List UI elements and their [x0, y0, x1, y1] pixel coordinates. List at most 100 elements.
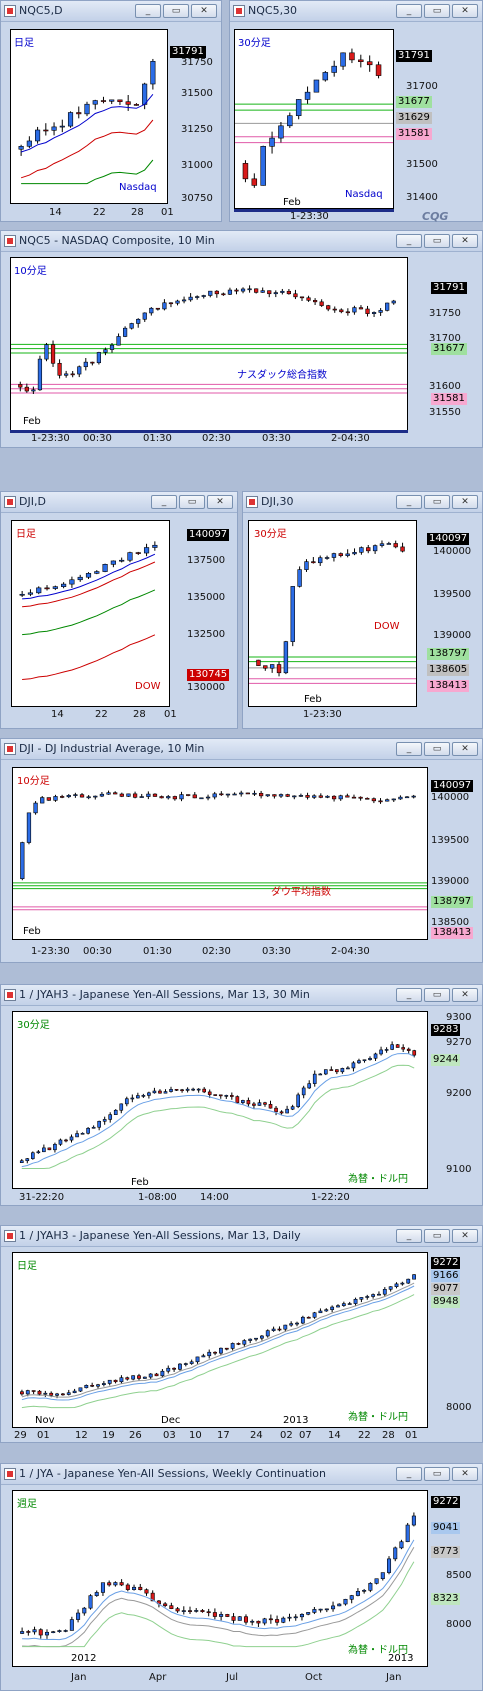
minimize-button[interactable]: _: [151, 495, 177, 509]
candle-up: [324, 557, 330, 559]
chart-window-dji-10min[interactable]: DJI - DJ Industrial Average, 10 Min _ ▭ …: [0, 738, 483, 963]
close-button[interactable]: ✕: [191, 4, 217, 18]
minimize-button[interactable]: _: [396, 1229, 422, 1243]
title-bar[interactable]: 1 / JYA - Japanese Yen-All Sessions, Wee…: [1, 1464, 482, 1485]
minimize-button[interactable]: _: [135, 4, 161, 18]
chart-plot[interactable]: 日足 Nasdaq: [10, 29, 168, 204]
y-tick: 140000: [431, 792, 470, 803]
y-tick: 135000: [187, 592, 226, 603]
candle-up: [385, 799, 390, 802]
restore-button[interactable]: ▭: [163, 4, 189, 18]
x-tick: 17: [217, 1430, 230, 1441]
candle-up: [18, 145, 24, 150]
restore-button[interactable]: ▭: [424, 4, 450, 18]
x-tick: 24: [250, 1430, 263, 1441]
close-button[interactable]: ✕: [452, 4, 478, 18]
minimize-button[interactable]: _: [396, 1467, 422, 1481]
candle-up: [103, 349, 108, 353]
minimize-button[interactable]: _: [396, 742, 422, 756]
candle-down: [168, 302, 174, 305]
chart-window-nqc5-10min[interactable]: NQC5 - NASDAQ Composite, 10 Min _ ▭ ✕ 10…: [0, 230, 483, 448]
candle-up: [248, 1338, 253, 1341]
chart-window-nqc5-30min[interactable]: NQC5,30 _ ▭ ✕ 30分足 Nasdaq Feb 31791 3167…: [229, 0, 483, 223]
candle-down: [371, 798, 377, 802]
restore-button[interactable]: ▭: [424, 234, 450, 248]
candle-up: [393, 1547, 398, 1560]
candle-up: [388, 1286, 393, 1290]
candle-up: [51, 1631, 56, 1633]
title-bar[interactable]: DJI,D _ ▭ ✕: [1, 492, 237, 513]
chart-plot[interactable]: 日足 DOW: [11, 520, 170, 707]
candle-up: [269, 137, 275, 147]
minimize-button[interactable]: _: [396, 234, 422, 248]
candle-down: [26, 1631, 31, 1633]
minimize-button[interactable]: _: [396, 988, 422, 1002]
candle-up: [100, 1582, 105, 1593]
chart-plot[interactable]: 30分足 DOW Feb: [248, 520, 417, 707]
candle-down: [335, 1069, 339, 1073]
chart-plot[interactable]: 30分足 為替・ドル円 Feb: [12, 1011, 428, 1189]
candle-down: [76, 112, 82, 115]
chart-window-jyah3-daily[interactable]: 1 / JYAH3 - Japanese Yen-All Sessions, M…: [0, 1225, 483, 1443]
title-bar[interactable]: 1 / JYAH3 - Japanese Yen-All Sessions, M…: [1, 985, 482, 1006]
chart-plot[interactable]: 10分足 ナスダック総合指数 Feb: [10, 257, 408, 432]
chart-window-dji-daily[interactable]: DJI,D _ ▭ ✕ 日足 DOW 140097 130745 137500 …: [0, 491, 238, 729]
chart-window-dji-30min[interactable]: DJI,30 _ ▭ ✕ 30分足 DOW Feb 140097 138797 …: [242, 491, 483, 729]
title-bar[interactable]: DJI,30 _ ▭ ✕: [243, 492, 482, 513]
candle-down: [213, 1351, 217, 1354]
close-button[interactable]: ✕: [452, 1229, 478, 1243]
candle-up: [290, 1106, 295, 1110]
candle-up: [278, 125, 284, 139]
minimize-button[interactable]: _: [396, 4, 422, 18]
chart-window-jya-weekly[interactable]: 1 / JYA - Japanese Yen-All Sessions, Wee…: [0, 1463, 483, 1691]
title-bar[interactable]: NQC5,D _ ▭ ✕: [1, 1, 221, 22]
restore-button[interactable]: ▭: [424, 495, 450, 509]
price-tag: 138605: [427, 664, 470, 676]
chart-plot[interactable]: 10分足 ダウ平均指数 Feb: [12, 767, 428, 940]
close-button[interactable]: ✕: [452, 495, 478, 509]
restore-button[interactable]: ▭: [424, 1229, 450, 1243]
restore-button[interactable]: ▭: [424, 988, 450, 1002]
candle-up: [259, 1335, 264, 1339]
chart-window-jyah3-30min[interactable]: 1 / JYAH3 - Japanese Yen-All Sessions, M…: [0, 984, 483, 1206]
candle-up: [20, 1631, 25, 1634]
restore-button[interactable]: ▭: [424, 742, 450, 756]
candle-down: [174, 1089, 179, 1091]
x-tick: Feb: [304, 694, 322, 705]
close-button[interactable]: ✕: [452, 234, 478, 248]
title-bar[interactable]: NQC5,30 _ ▭ ✕: [230, 1, 482, 22]
restore-button[interactable]: ▭: [179, 495, 205, 509]
candle-up: [181, 1610, 186, 1612]
chart-window-nqc5-daily[interactable]: NQC5,D _ ▭ ✕ 日足 Nasdaq 31791 31750 31500…: [0, 0, 222, 222]
candle-up: [84, 103, 90, 115]
candle-up: [278, 794, 284, 797]
session-bar: [234, 209, 394, 212]
app-icon: [233, 5, 245, 17]
title-bar[interactable]: DJI - DJ Industrial Average, 10 Min _ ▭ …: [1, 739, 482, 760]
close-button[interactable]: ✕: [452, 1467, 478, 1481]
x-tick: 28: [382, 1430, 395, 1441]
chart-plot[interactable]: 日足 為替・ドル円 Nov Dec 2013: [12, 1252, 428, 1428]
candle-up: [379, 1049, 383, 1055]
price-tag: 138797: [431, 896, 474, 908]
candle-down: [274, 1107, 278, 1113]
restore-button[interactable]: ▭: [424, 1467, 450, 1481]
candle-up: [362, 1590, 367, 1592]
chart-plot[interactable]: 30分足 Nasdaq Feb: [234, 29, 394, 209]
candle-up: [378, 310, 383, 313]
session-bar: [10, 430, 408, 433]
candle-down: [275, 1619, 280, 1623]
minimize-button[interactable]: _: [396, 495, 422, 509]
x-tick: 22: [93, 207, 106, 218]
candle-up: [110, 560, 116, 565]
close-button[interactable]: ✕: [207, 495, 233, 509]
candle-down: [365, 797, 370, 800]
cqg-logo: CQG: [422, 210, 449, 223]
candle-up: [185, 1088, 190, 1091]
title-bar[interactable]: NQC5 - NASDAQ Composite, 10 Min _ ▭ ✕: [1, 231, 482, 252]
chart-plot[interactable]: 週足 為替・ドル円 2012 2013: [12, 1490, 428, 1667]
close-button[interactable]: ✕: [452, 742, 478, 756]
title-bar[interactable]: 1 / JYAH3 - Japanese Yen-All Sessions, M…: [1, 1226, 482, 1247]
candle-up: [30, 1152, 35, 1159]
close-button[interactable]: ✕: [452, 988, 478, 1002]
